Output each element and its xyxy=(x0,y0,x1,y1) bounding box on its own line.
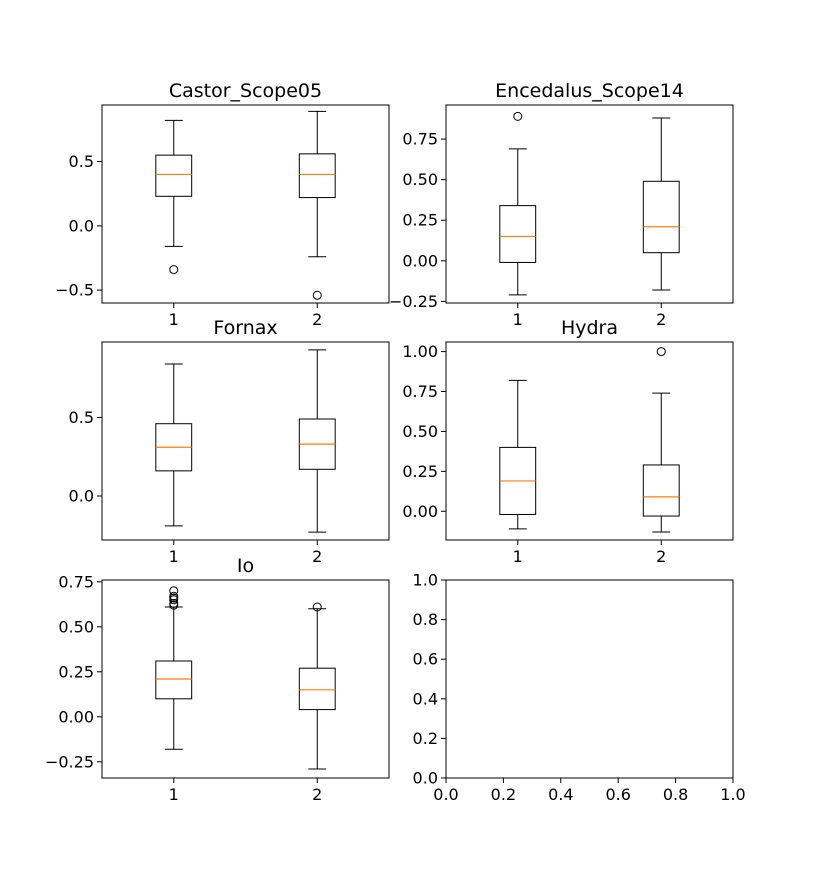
box-1 xyxy=(499,379,537,530)
y-tick-label: 0.25 xyxy=(58,662,94,681)
y-tick-label: 0.5 xyxy=(69,152,94,171)
iqr-box xyxy=(298,667,336,711)
subplot-2: Encedalus_Scope14 −0.25 0.00 0.25 0.50 0.75 1 2 xyxy=(389,80,734,329)
axes-frame xyxy=(101,104,390,304)
panel-title: Io xyxy=(237,555,254,577)
outlier-point xyxy=(169,591,179,601)
y-tick-label: −0.25 xyxy=(45,752,94,771)
x-tick-label: 0.4 xyxy=(548,785,573,804)
y-tick-label: 0.2 xyxy=(413,729,438,748)
x-tick-label: 1 xyxy=(513,310,523,329)
panel-title: Encedalus_Scope14 xyxy=(495,80,684,102)
subplot-1: Castor_Scope05 −0.5 0.0 0.5 1 2 xyxy=(55,80,390,329)
subplot-4: Hydra 0.00 0.25 0.50 0.75 1.00 1 2 xyxy=(402,317,734,566)
y-tick-label: 0.25 xyxy=(402,462,438,481)
subplot-3: Fornax 0.0 0.5 1 2 xyxy=(69,317,390,566)
axes-frame xyxy=(101,341,390,541)
x-tick-label: 2 xyxy=(312,310,322,329)
y-tick-label: 0.6 xyxy=(413,650,438,669)
y-tick-label: 0.75 xyxy=(58,572,94,591)
box-2 xyxy=(642,117,680,291)
x-tick-label: 1.0 xyxy=(720,785,745,804)
outlier-point xyxy=(312,290,322,300)
outlier-point xyxy=(169,586,179,596)
y-tick-label: 0.8 xyxy=(413,610,438,629)
box-1 xyxy=(155,363,193,527)
y-tick-label: 1.0 xyxy=(413,571,438,590)
y-tick-label: −0.5 xyxy=(55,281,94,300)
panel-title: Hydra xyxy=(561,317,618,339)
x-tick-label: 1 xyxy=(169,310,179,329)
outlier-point xyxy=(312,602,322,612)
y-tick-label: 0.0 xyxy=(69,487,94,506)
y-tick-label: 0.5 xyxy=(69,408,94,427)
y-tick-label: −0.25 xyxy=(389,292,438,311)
axes-frame xyxy=(445,579,734,779)
box-2 xyxy=(642,347,680,533)
iqr-box xyxy=(642,464,680,517)
box-1 xyxy=(155,586,193,750)
panel-title: Castor_Scope05 xyxy=(169,80,322,102)
outlier-point xyxy=(169,598,179,608)
iqr-box xyxy=(155,660,193,700)
y-tick-label: 0.0 xyxy=(69,216,94,235)
x-tick-label: 0.8 xyxy=(663,785,688,804)
box-2 xyxy=(298,110,336,300)
y-tick-label: 0.0 xyxy=(413,769,438,788)
box-2 xyxy=(298,602,336,770)
x-tick-label: 2 xyxy=(312,547,322,566)
iqr-box xyxy=(642,180,680,254)
box-1 xyxy=(155,119,193,275)
subplot-5: Io −0.25 0.00 0.25 0.50 0.75 1 2 xyxy=(45,555,390,804)
x-tick-label: 1 xyxy=(513,547,523,566)
axes-frame xyxy=(101,579,390,779)
x-tick-label: 2 xyxy=(656,547,666,566)
x-tick-label: 2 xyxy=(656,310,666,329)
x-tick-label: 0.6 xyxy=(605,785,630,804)
x-tick-label: 2 xyxy=(312,785,322,804)
y-tick-label: 0.50 xyxy=(58,617,94,636)
iqr-box xyxy=(155,154,193,197)
outlier-point xyxy=(169,265,179,275)
box-1 xyxy=(499,111,537,296)
axes-frame xyxy=(445,104,734,304)
outlier-point xyxy=(656,347,666,357)
y-tick-label: 0.00 xyxy=(58,707,94,726)
y-tick-label: 0.00 xyxy=(402,251,438,270)
y-tick-label: 0.25 xyxy=(402,211,438,230)
subplot-grid: Castor_Scope05−0.50.00.51 2Encedalus_Scop… xyxy=(45,80,746,804)
y-tick-label: 0.00 xyxy=(402,502,438,521)
y-tick-label: 0.50 xyxy=(402,422,438,441)
y-tick-label: 0.75 xyxy=(402,382,438,401)
y-tick-label: 0.50 xyxy=(402,170,438,189)
iqr-box xyxy=(298,153,336,199)
iqr-box xyxy=(499,205,537,263)
outlier-point xyxy=(513,111,523,121)
y-tick-label: 0.4 xyxy=(413,689,438,708)
x-tick-label: 1 xyxy=(169,785,179,804)
x-tick-label: 1 xyxy=(169,547,179,566)
y-tick-label: 0.75 xyxy=(402,130,438,149)
x-tick-label: 0.0 xyxy=(433,785,458,804)
box-2 xyxy=(298,349,336,533)
subplot-6: 0.0 0.2 0.4 0.6 0.8 1.0 0.0 0.2 0.4 0.6 0.8 1.0 xyxy=(413,571,746,805)
x-tick-label: 0.2 xyxy=(491,785,516,804)
axes-frame xyxy=(445,341,734,541)
y-tick-label: 1.00 xyxy=(402,342,438,361)
panel-title: Fornax xyxy=(213,317,277,339)
